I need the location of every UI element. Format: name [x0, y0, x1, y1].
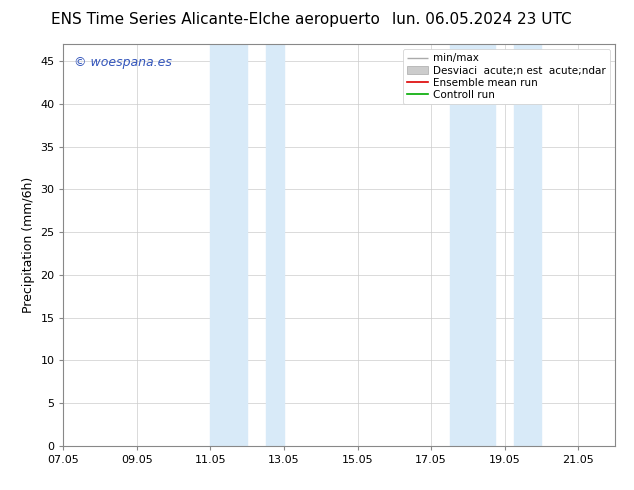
Bar [210, 44, 247, 446]
Bar [266, 44, 284, 446]
Bar [450, 44, 496, 446]
Bar [514, 44, 541, 446]
Text: ENS Time Series Alicante-Elche aeropuerto: ENS Time Series Alicante-Elche aeropuert… [51, 12, 380, 27]
Y-axis label: Precipitation (mm/6h): Precipitation (mm/6h) [22, 177, 35, 313]
Legend: min/max, Desviaci  acute;n est  acute;ndar, Ensemble mean run, Controll run: min/max, Desviaci acute;n est acute;ndar… [403, 49, 610, 104]
Text: © woespana.es: © woespana.es [74, 56, 172, 69]
Text: lun. 06.05.2024 23 UTC: lun. 06.05.2024 23 UTC [392, 12, 572, 27]
